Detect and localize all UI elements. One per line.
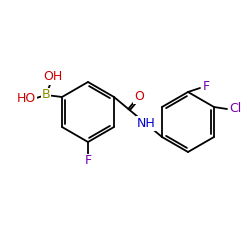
Text: B: B	[42, 88, 50, 102]
Text: Cl: Cl	[229, 102, 241, 116]
Text: F: F	[84, 154, 91, 168]
Text: NH: NH	[137, 117, 156, 130]
Text: F: F	[202, 80, 209, 94]
Text: HO: HO	[16, 92, 36, 106]
Text: OH: OH	[44, 70, 63, 84]
Text: O: O	[134, 90, 144, 103]
